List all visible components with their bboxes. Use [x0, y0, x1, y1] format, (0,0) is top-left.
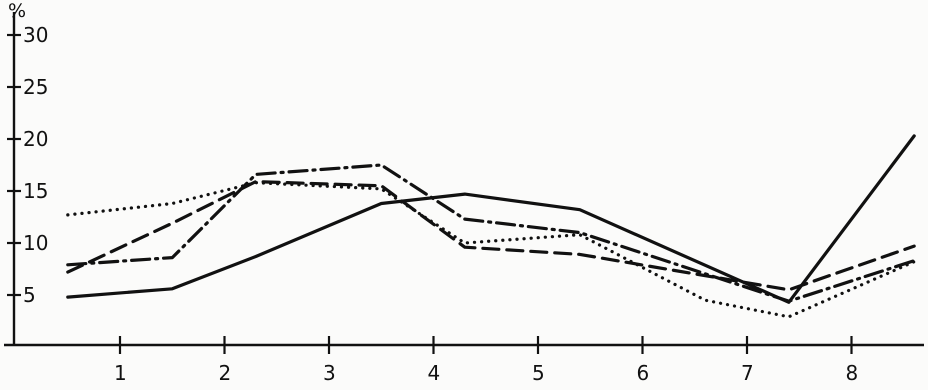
- tick-labels: 5 10 15 20 25 30% 1 2 3 4 5 6 7 8: [8, 0, 858, 385]
- y-tick-label: 30: [23, 23, 48, 47]
- series-line-dotted: [66, 181, 916, 319]
- series-line-solid: [66, 134, 916, 304]
- x-tick-label: 2: [219, 361, 232, 385]
- y-tick-label: 20: [23, 127, 48, 151]
- series-line-dashed: [66, 180, 916, 292]
- y-tick-label: 25: [23, 75, 48, 99]
- series-line-dash-dot: [66, 163, 916, 303]
- x-tick-label: 6: [637, 361, 650, 385]
- x-tick-label: 8: [846, 361, 859, 385]
- y-tick-label: 10: [23, 231, 48, 255]
- series-lines: [66, 134, 916, 319]
- axes: [4, 12, 924, 354]
- y-tick-label: 5: [23, 283, 36, 307]
- y-unit-label: %: [8, 0, 26, 22]
- x-tick-label: 4: [428, 361, 441, 385]
- x-tick-label: 3: [323, 361, 336, 385]
- x-tick-label: 7: [741, 361, 754, 385]
- x-tick-label: 5: [532, 361, 545, 385]
- y-tick-label: 15: [23, 179, 48, 203]
- x-tick-label: 1: [114, 361, 127, 385]
